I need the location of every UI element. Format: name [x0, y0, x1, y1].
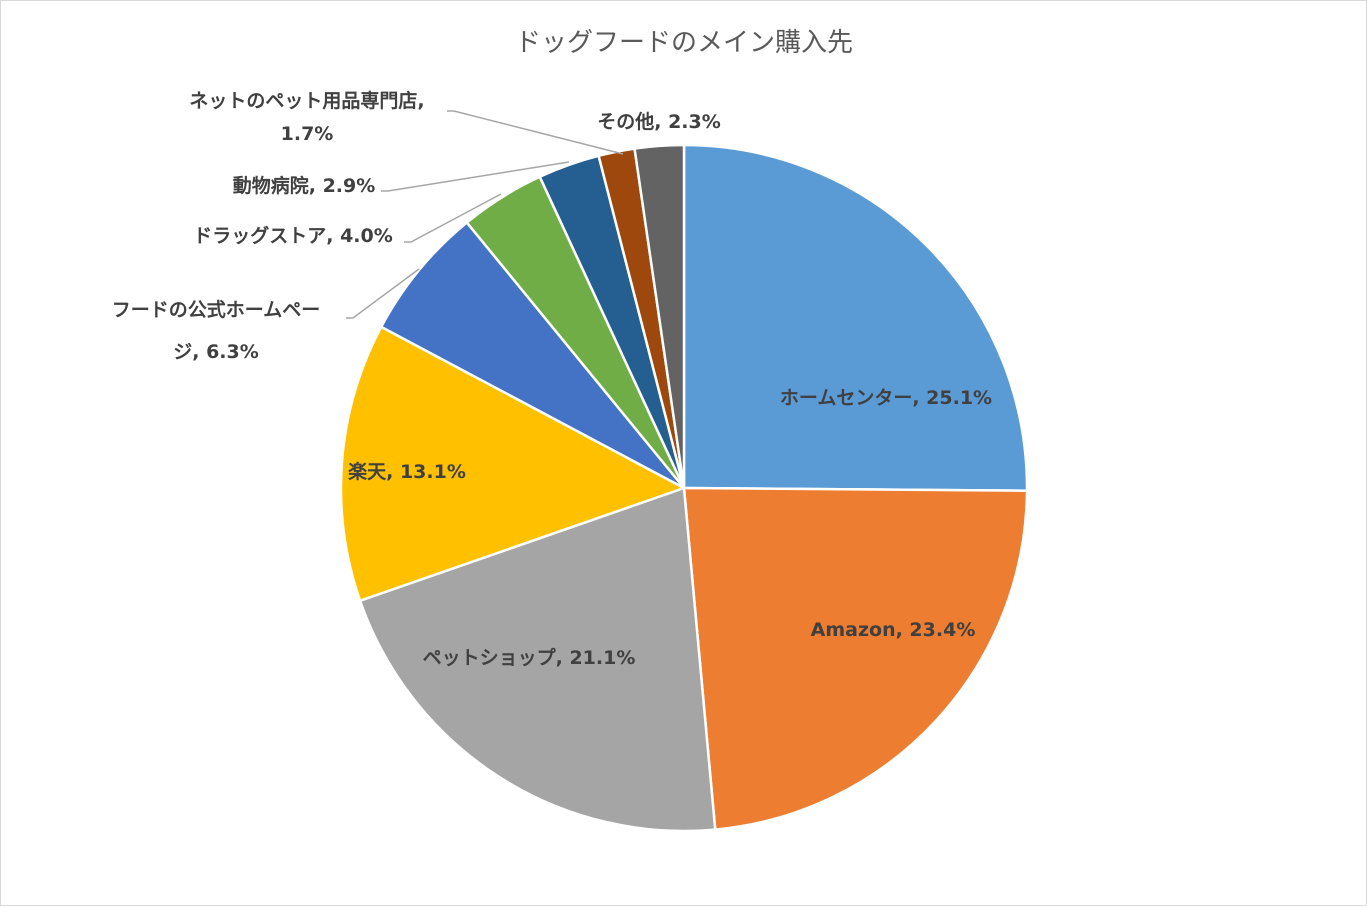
data-label: 楽天, 13.1% [348, 460, 466, 483]
data-label: ネットのペット用品専門店, 1.7% [189, 89, 424, 145]
leader-line [381, 161, 570, 192]
data-label: その他, 2.3% [597, 110, 721, 133]
data-labels: ホームセンター, 25.1% Amazon, 23.4% ペットショップ, 21.1… [112, 89, 992, 669]
leader-line [404, 193, 502, 243]
data-label: Amazon, 23.4% [811, 619, 976, 641]
data-label-line: ジ, 6.3% [173, 341, 259, 363]
data-label: 動物病院, 2.9% [233, 174, 376, 197]
data-label: ホームセンター, 25.1% [780, 387, 992, 409]
slice-pet-shop [358, 486, 717, 833]
slice-official-site [379, 220, 685, 490]
slice-other [633, 143, 686, 489]
chart-title: ドッグフードのメイン購入先 [515, 28, 853, 58]
leader-lines [346, 110, 624, 319]
data-label-line: ネットのペット用品専門店, [189, 89, 424, 112]
data-label-line: 1.7% [281, 123, 334, 145]
slice-amazon [682, 486, 1029, 831]
data-label-line: フードの公式ホームペー [112, 298, 320, 321]
data-label: ドラッグストア, 4.0% [193, 224, 393, 247]
pie-slices [339, 143, 1029, 833]
leader-line [346, 268, 420, 319]
data-label: フードの公式ホームページ, 6.3% [112, 298, 320, 363]
leader-line [447, 110, 624, 155]
slice-rakuten [339, 325, 688, 603]
slice-home-center [682, 143, 1029, 492]
data-label: ペットショップ, 21.1% [423, 646, 636, 669]
